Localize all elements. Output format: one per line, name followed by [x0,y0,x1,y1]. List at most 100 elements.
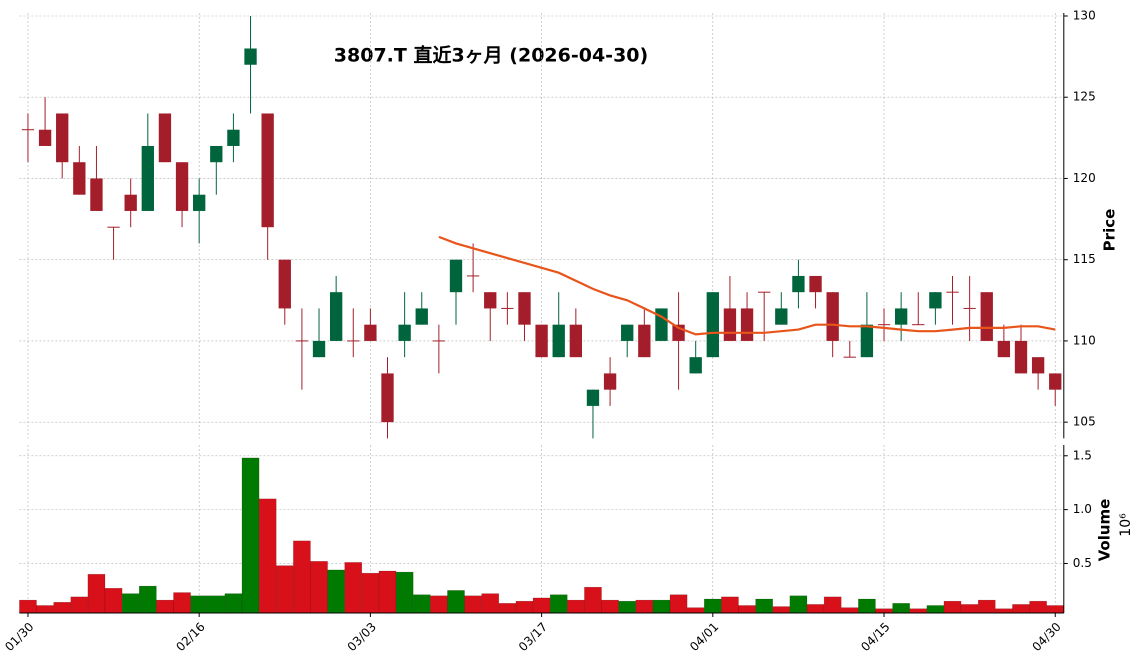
candle-body [107,226,120,228]
volume-bar [1012,604,1030,614]
volume-bar [840,607,859,614]
candle-body [193,194,206,211]
x-tick-label: 01/30 [2,620,36,654]
candle-body [484,292,497,309]
volume-bar [789,595,808,614]
volume-bar [87,573,106,614]
y-tick-label: 130 [1073,9,1096,23]
volume-bar [258,498,277,614]
volume-bar [412,594,431,614]
candle-body [980,292,993,341]
volume-bar [121,593,140,614]
candle-body [792,275,805,293]
candle-body [21,129,35,131]
volume-bar [481,593,500,614]
candle-body [175,162,189,211]
volume-bar [498,603,517,614]
volume-bar [977,599,996,614]
candle-body [860,324,874,358]
volume-bar [241,457,260,614]
candle-body [758,291,771,293]
chart-title: 3807.T 直近3ヶ月 (2026-04-30) [334,44,648,67]
candle-body [466,275,480,277]
candle-body [569,324,583,358]
volume-bar [567,599,585,614]
candle-body [775,308,788,325]
y-tick-label: 1.0 [1073,502,1092,516]
candle-body [278,259,291,309]
volume-bar [310,561,328,614]
volume-bar [532,597,551,614]
candle-body [638,324,651,358]
volume-axis-label: Volume [1096,499,1114,562]
volume-bar [704,598,722,614]
volume-bar [70,596,89,614]
volume-bar [19,599,37,614]
volume-bar [327,569,345,614]
volume-bar [344,562,363,614]
volume-bar [909,608,928,614]
volume-bar [293,540,311,614]
candle-body [535,324,548,358]
volume-bar [635,599,654,614]
volume-bar [1046,605,1065,614]
candle-body [997,340,1011,358]
volume-bar [601,599,619,614]
x-tick-label: 02/16 [173,620,207,654]
volume-bar [892,603,910,614]
candle-body [124,194,137,211]
volume-bar [721,596,739,614]
volume-bar [584,586,602,614]
y-tick-label: 0.5 [1073,556,1092,570]
price-axis-label: Price [1101,209,1119,252]
volume-bar [995,608,1013,614]
candle-body [552,324,565,358]
candle-body [1031,357,1045,374]
volume-bar [738,605,756,614]
volume-bar [515,600,534,614]
volume-bar [686,607,705,614]
y-tick-label: 110 [1073,333,1096,347]
volume-bar [652,599,671,614]
volume-bar [464,595,482,614]
volume-bar [395,571,414,614]
volume-bar [207,595,226,614]
candle-body [706,292,719,358]
candle-body [655,308,668,341]
candle-body [621,324,634,341]
x-tick-label: 03/03 [345,620,379,654]
volume-bar [190,595,208,614]
volume-bar [53,601,72,614]
candle-body [894,308,908,325]
candle-body [90,178,103,211]
volume-bar [772,606,791,614]
candle-body [210,145,223,163]
candle-body [1014,340,1028,374]
volume-offset-label: 10⁶ [1118,513,1134,537]
volume-bar [138,585,157,614]
volume-bar [755,598,773,614]
candle-body [244,48,257,65]
candle-body [381,373,394,423]
candle-body [518,292,531,325]
candle-body [261,113,274,228]
candle-body [141,145,154,211]
candle-body [1049,373,1062,390]
y-tick-label: 125 [1073,90,1096,104]
candle-body [963,307,976,309]
volume-bar [858,598,876,614]
candle-body [398,324,411,341]
volume-bar [875,608,893,614]
candle-body [449,259,463,293]
candle-body [586,389,600,406]
candle-body [38,129,52,146]
y-tick-label: 115 [1073,252,1096,266]
candle-body [312,340,326,358]
volume-bar [224,593,243,614]
volume-bar [806,604,825,614]
volume-bar [943,600,962,614]
y-tick-label: 120 [1073,171,1096,185]
candle-body [227,129,240,146]
candle-body [501,307,514,309]
